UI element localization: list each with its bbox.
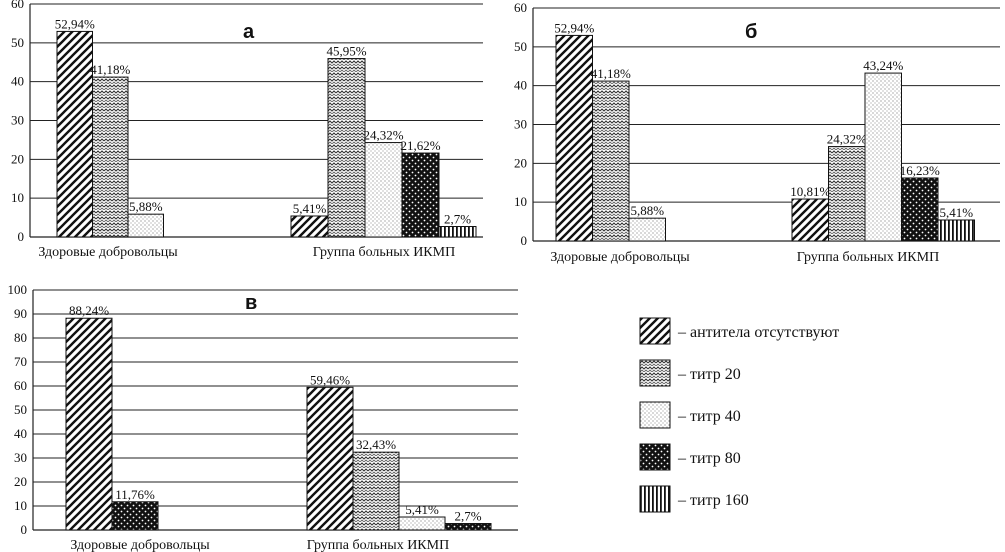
bar-value-label: 52,94% bbox=[55, 16, 95, 31]
y-tick-label: 60 bbox=[14, 378, 27, 393]
y-tick-label: 40 bbox=[514, 78, 527, 93]
bar bbox=[92, 76, 129, 238]
y-tick-label: 50 bbox=[514, 39, 527, 54]
bar bbox=[56, 30, 93, 238]
bar bbox=[444, 523, 492, 531]
legend-label: – титр 20 bbox=[677, 366, 741, 383]
bar bbox=[398, 516, 446, 531]
y-tick-label: 0 bbox=[21, 522, 28, 537]
legend-label: – антитела отсутствуют bbox=[677, 324, 839, 341]
legend-swatch bbox=[639, 359, 671, 387]
bar bbox=[828, 146, 866, 242]
category-label: Здоровые добровольцы bbox=[550, 250, 690, 265]
bar-value-label: 16,23% bbox=[900, 163, 940, 178]
bar bbox=[306, 386, 354, 531]
y-tick-label: 60 bbox=[514, 0, 527, 15]
y-tick-label: 90 bbox=[14, 306, 27, 321]
bar bbox=[352, 451, 400, 531]
bar bbox=[364, 142, 403, 238]
y-tick-label: 70 bbox=[14, 354, 27, 369]
bar bbox=[111, 501, 159, 531]
legend-label: – титр 80 bbox=[677, 450, 741, 467]
y-tick-label: 30 bbox=[14, 450, 27, 465]
panel-label: в bbox=[245, 292, 257, 314]
legend-swatch bbox=[639, 443, 671, 471]
y-tick-label: 80 bbox=[14, 330, 27, 345]
y-tick-label: 10 bbox=[514, 194, 527, 209]
bar-value-label: 41,18% bbox=[90, 62, 130, 77]
bar bbox=[401, 152, 440, 238]
y-tick-label: 50 bbox=[11, 35, 24, 50]
bar-value-label: 43,24% bbox=[863, 58, 903, 73]
y-tick-label: 0 bbox=[521, 233, 528, 248]
legend-swatch bbox=[639, 485, 671, 513]
bar-value-label: 59,46% bbox=[310, 372, 350, 387]
bar-value-label: 5,88% bbox=[630, 203, 664, 218]
bar bbox=[901, 177, 939, 242]
bar-value-label: 45,95% bbox=[326, 44, 366, 59]
y-tick-label: 10 bbox=[14, 498, 27, 513]
legend: – антитела отсутствуют – титр 20 – титр 40… bbox=[639, 317, 839, 513]
y-tick-label: 20 bbox=[514, 155, 527, 170]
bar-value-label: 5,88% bbox=[129, 199, 163, 214]
bar bbox=[290, 215, 329, 238]
bar-value-label: 88,24% bbox=[69, 303, 109, 318]
bar-value-label: 32,43% bbox=[356, 437, 396, 452]
bar bbox=[937, 219, 975, 242]
y-tick-label: 20 bbox=[14, 474, 27, 489]
panel-label: б bbox=[745, 21, 757, 43]
bar-value-label: 10,81% bbox=[790, 184, 830, 199]
chart-panel-3: 0 10 20 30 40 50 60 70 80 90 100 в Здоровые добровол… bbox=[8, 282, 518, 552]
bar-value-label: 24,32% bbox=[363, 128, 403, 143]
bar-value-label: 5,41% bbox=[293, 201, 327, 216]
panel-label: а bbox=[243, 21, 255, 43]
y-tick-label: 60 bbox=[11, 0, 24, 11]
legend-swatch bbox=[639, 401, 671, 429]
bar bbox=[791, 198, 829, 242]
chart-panel-1: 0 10 20 30 40 50 60 а Здоровые добровольцы Группа… bbox=[11, 0, 483, 260]
bar bbox=[327, 58, 366, 238]
bar bbox=[555, 34, 593, 242]
bar bbox=[438, 226, 477, 238]
legend-swatch bbox=[639, 317, 671, 345]
y-tick-label: 40 bbox=[11, 74, 24, 89]
bar-value-label: 41,18% bbox=[591, 66, 631, 81]
bar bbox=[864, 72, 902, 242]
bar-value-label: 21,62% bbox=[400, 138, 440, 153]
y-tick-label: 30 bbox=[514, 117, 527, 132]
bar-value-label: 5,41% bbox=[405, 502, 439, 517]
y-tick-label: 100 bbox=[8, 282, 28, 297]
y-tick-label: 20 bbox=[11, 151, 24, 166]
bar bbox=[628, 217, 666, 242]
bar-value-label: 2,7% bbox=[454, 509, 481, 524]
category-label: Группа больных ИКМП bbox=[307, 538, 449, 552]
bar-value-label: 52,94% bbox=[554, 20, 594, 35]
y-tick-label: 50 bbox=[14, 402, 27, 417]
bar bbox=[592, 80, 630, 242]
chart-panel-2: 0 10 20 30 40 50 60 б Здоровые добровольцы Группа… bbox=[514, 0, 1000, 265]
y-tick-label: 10 bbox=[11, 190, 24, 205]
category-label: Группа больных ИКМП bbox=[797, 250, 939, 265]
bar-value-label: 5,41% bbox=[939, 205, 973, 220]
bar-value-label: 11,76% bbox=[115, 487, 155, 502]
category-label: Группа больных ИКМП bbox=[313, 245, 455, 260]
bar bbox=[65, 317, 113, 531]
category-label: Здоровые добровольцы bbox=[38, 245, 178, 260]
bar bbox=[127, 213, 164, 238]
y-tick-label: 0 bbox=[18, 229, 25, 244]
legend-label: – титр 160 bbox=[677, 492, 749, 509]
y-tick-label: 40 bbox=[14, 426, 27, 441]
legend-label: – титр 40 bbox=[677, 408, 741, 425]
bar-value-label: 24,32% bbox=[827, 132, 867, 147]
y-tick-label: 30 bbox=[11, 113, 24, 128]
bar-value-label: 2,7% bbox=[444, 212, 471, 227]
category-label: Здоровые добровольцы bbox=[70, 538, 210, 552]
